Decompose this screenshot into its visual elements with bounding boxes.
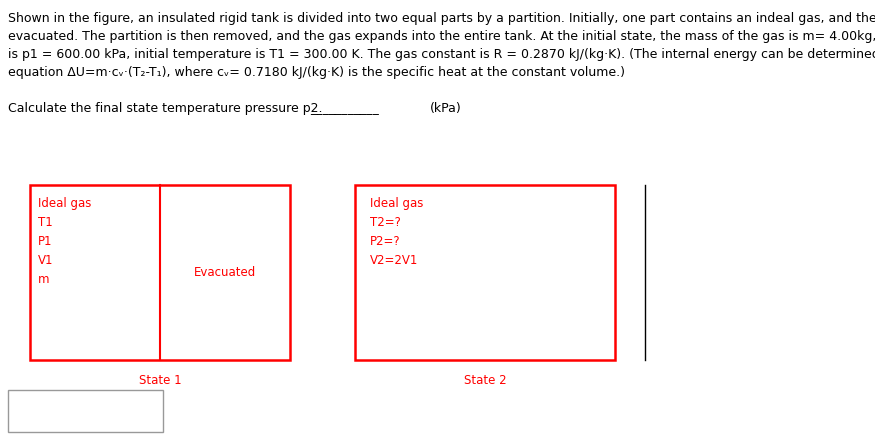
Text: Ideal gas
T2=?
P2=?
V2=2V1: Ideal gas T2=? P2=? V2=2V1 [370,197,424,267]
Text: (kPa): (kPa) [430,102,462,115]
Text: Shown in the figure, an insulated rigid tank is divided into two equal parts by : Shown in the figure, an insulated rigid … [8,12,875,25]
Text: State 2: State 2 [464,374,507,387]
Text: State 1: State 1 [138,374,181,387]
Bar [8,390,163,432]
Bar [30,185,290,360]
Text: evacuated. The partition is then removed, and the gas expands into the entire ta: evacuated. The partition is then removed… [8,30,875,43]
Text: Calculate the final state temperature pressure p2.: Calculate the final state temperature pr… [8,102,323,115]
Text: Evacuated: Evacuated [194,266,256,279]
Text: is p1 = 600.00 kPa, initial temperature is T1 = 300.00 K. The gas constant is R : is p1 = 600.00 kPa, initial temperature … [8,48,875,61]
Text: ___________: ___________ [310,102,379,115]
Text: Ideal gas
T1
P1
V1
m: Ideal gas T1 P1 V1 m [38,197,91,286]
Text: equation ΔU=m·cᵥ·(T₂-T₁), where cᵥ= 0.7180 kJ/(kg·K) is the specific heat at the: equation ΔU=m·cᵥ·(T₂-T₁), where cᵥ= 0.71… [8,66,625,79]
Bar [355,185,615,360]
